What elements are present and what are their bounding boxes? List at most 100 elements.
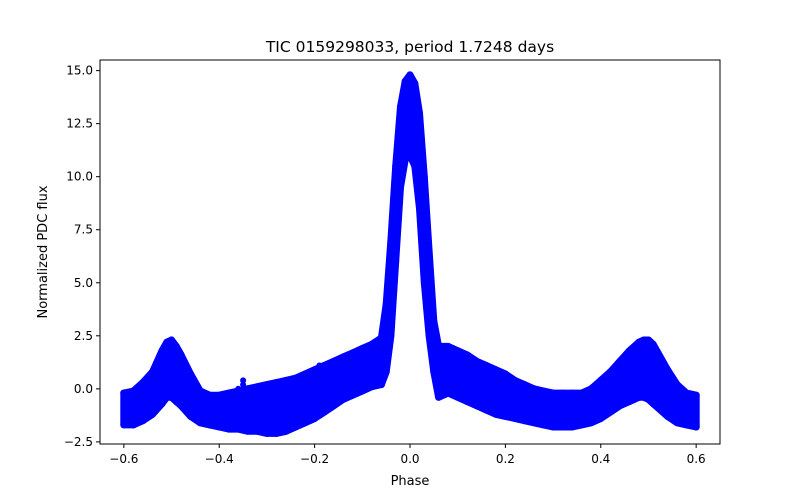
upper-edge-point bbox=[640, 336, 648, 344]
lower-edge-point bbox=[473, 402, 481, 410]
lower-edge-point bbox=[168, 393, 175, 401]
upper-edge-point bbox=[215, 391, 223, 399]
upper-edge-point bbox=[492, 366, 500, 374]
upper-edge-point bbox=[129, 387, 137, 395]
lower-edge-point bbox=[120, 421, 128, 429]
upper-edge-point bbox=[311, 366, 319, 374]
lower-edge-point bbox=[263, 429, 271, 437]
lower-edge-point bbox=[368, 383, 376, 391]
y-tick-label: 12.5 bbox=[66, 117, 93, 131]
lower-edge-point bbox=[416, 205, 423, 212]
upper-edge-point bbox=[540, 387, 547, 395]
lower-edge-point bbox=[282, 427, 290, 435]
lower-edge-point bbox=[177, 402, 185, 410]
upper-edge-point bbox=[139, 379, 147, 386]
lower-edge-point bbox=[625, 398, 633, 406]
lower-edge-point bbox=[540, 421, 547, 429]
lower-edge-point bbox=[587, 419, 595, 427]
lower-edge-point bbox=[482, 406, 490, 414]
lower-edge-point bbox=[578, 421, 586, 429]
upper-edge-point bbox=[368, 340, 376, 348]
lower-edge-point bbox=[635, 393, 643, 401]
upper-edge-point bbox=[225, 389, 233, 397]
lower-edge-point bbox=[397, 183, 404, 191]
lower-edge-point bbox=[664, 412, 671, 420]
upper-edge-point bbox=[645, 336, 652, 344]
lower-edge-point bbox=[530, 419, 538, 427]
upper-edge-point bbox=[425, 247, 433, 255]
upper-edge-point bbox=[339, 353, 347, 361]
upper-edge-point bbox=[683, 389, 691, 397]
lower-edge-point bbox=[273, 429, 280, 437]
upper-edge-point bbox=[606, 368, 614, 376]
lower-edge-point bbox=[129, 421, 137, 429]
lower-edge-point bbox=[463, 398, 471, 406]
lower-edge-point bbox=[392, 258, 400, 265]
lower-edge-point bbox=[645, 395, 652, 403]
upper-edge-point bbox=[568, 389, 576, 397]
lower-edge-point bbox=[253, 427, 261, 435]
lower-edge-point bbox=[692, 423, 700, 431]
lower-edge-point bbox=[139, 417, 147, 425]
lower-edge-point bbox=[683, 421, 691, 429]
upper-edge-point bbox=[149, 368, 156, 376]
upper-edge-point bbox=[559, 389, 567, 397]
lower-edge-point bbox=[616, 402, 624, 410]
lower-edge-point bbox=[301, 419, 309, 427]
lower-edge-point bbox=[501, 412, 509, 420]
lower-edge-point bbox=[320, 408, 328, 416]
lower-edge-point bbox=[673, 419, 681, 427]
upper-edge-point bbox=[406, 71, 414, 79]
upper-edge-point bbox=[382, 300, 390, 308]
x-tick-label: 0.4 bbox=[591, 452, 610, 466]
lower-edge-point bbox=[597, 415, 605, 422]
lower-edge-point bbox=[196, 419, 204, 427]
lower-edge-point bbox=[339, 395, 347, 403]
upper-edge-point bbox=[435, 342, 443, 350]
lower-edge-point bbox=[568, 423, 576, 431]
lower-edge-point bbox=[406, 152, 414, 159]
upper-edge-point bbox=[282, 376, 290, 384]
y-tick-label: 15.0 bbox=[66, 64, 93, 78]
upper-edge-point bbox=[664, 366, 671, 374]
upper-edge-point bbox=[320, 362, 328, 369]
upper-edge-point bbox=[597, 376, 605, 384]
lower-edge-point bbox=[430, 368, 438, 376]
lower-edge-point bbox=[559, 423, 567, 431]
outlier-point bbox=[240, 381, 247, 388]
upper-edge-point bbox=[463, 351, 471, 359]
lower-edge-point bbox=[311, 415, 319, 422]
upper-edge-point bbox=[673, 381, 681, 389]
upper-edge-point bbox=[549, 389, 557, 397]
upper-edge-point bbox=[244, 385, 252, 393]
upper-edge-point bbox=[444, 342, 452, 350]
outlier-point bbox=[235, 385, 242, 392]
upper-edge-point bbox=[292, 374, 299, 382]
x-tick-label: 0.2 bbox=[496, 452, 515, 466]
upper-edge-point bbox=[392, 162, 400, 170]
upper-edge-point bbox=[420, 173, 428, 181]
upper-edge-point bbox=[578, 389, 586, 397]
upper-edge-point bbox=[263, 381, 271, 389]
lower-edge-point bbox=[349, 391, 357, 399]
upper-edge-point bbox=[377, 334, 385, 342]
chart-title: TIC 0159298033, period 1.7248 days bbox=[265, 38, 554, 56]
upper-edge-point bbox=[654, 349, 662, 357]
upper-edge-point bbox=[172, 342, 180, 350]
lower-edge-point bbox=[234, 425, 242, 433]
lower-edge-point bbox=[401, 156, 409, 164]
upper-edge-point bbox=[501, 370, 509, 378]
lower-edge-point bbox=[149, 410, 156, 418]
upper-edge-point bbox=[387, 236, 395, 244]
upper-edge-point bbox=[625, 347, 633, 355]
upper-edge-point bbox=[692, 391, 700, 399]
x-axis-label: Phase bbox=[391, 474, 430, 489]
upper-edge-point bbox=[521, 381, 528, 389]
lower-edge-point bbox=[172, 398, 180, 406]
upper-edge-point bbox=[397, 103, 404, 111]
lower-edge-point bbox=[606, 408, 614, 416]
upper-edge-point bbox=[473, 357, 481, 365]
upper-edge-point bbox=[120, 389, 128, 397]
outlier-point bbox=[240, 377, 247, 384]
upper-edge-point bbox=[253, 383, 261, 391]
